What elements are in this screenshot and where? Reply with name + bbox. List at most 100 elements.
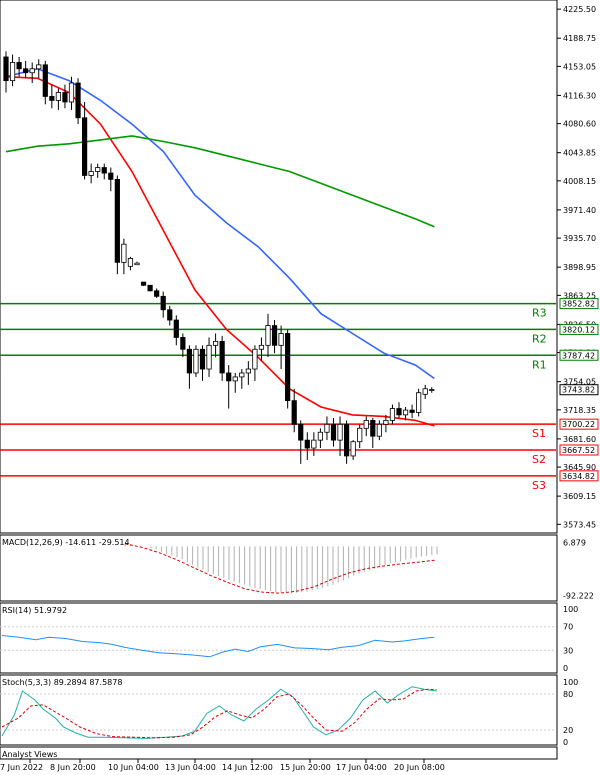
candle-bull bbox=[239, 372, 245, 378]
pivot-value-label: 3634.82 bbox=[562, 472, 595, 481]
candle-bear bbox=[114, 179, 120, 263]
price-tick-label: 4043.85 bbox=[563, 149, 596, 158]
stoch-panel bbox=[0, 674, 558, 746]
price-tick-label: 3863.25 bbox=[563, 291, 596, 300]
candle-bull bbox=[337, 423, 343, 441]
macd-panel bbox=[0, 534, 558, 602]
candle-bull bbox=[232, 376, 238, 382]
candle-bear bbox=[219, 340, 225, 374]
pivot-value-label: 3820.12 bbox=[562, 325, 595, 334]
candle-bear bbox=[199, 348, 206, 370]
price-tick-label: 4153.05 bbox=[563, 62, 596, 71]
price-tick-label: 3609.15 bbox=[563, 492, 596, 501]
price-tick-label: 4008.15 bbox=[563, 177, 596, 186]
candle-bull bbox=[363, 419, 369, 429]
candle-bull bbox=[265, 325, 271, 346]
price-tick-label: 4080.60 bbox=[563, 120, 596, 129]
price-tick-label: 3718.35 bbox=[563, 406, 596, 415]
candle-bear bbox=[3, 56, 9, 82]
rsi-tick-label: 70 bbox=[563, 623, 573, 632]
candle-bear bbox=[16, 62, 22, 70]
candle-bear bbox=[160, 295, 166, 311]
candle-bear bbox=[291, 400, 297, 425]
price-tick-label: 3971.40 bbox=[563, 206, 596, 215]
macd-tick-label: 6.879 bbox=[563, 539, 586, 548]
pivot-value-badge bbox=[559, 470, 599, 482]
price-tick-label: 4116.30 bbox=[563, 91, 596, 100]
footer-panel bbox=[0, 746, 558, 760]
candle-bear bbox=[140, 281, 147, 286]
rsi-tick-label: 0 bbox=[563, 664, 568, 673]
pivot-value-badge bbox=[559, 418, 599, 430]
time-tick-label: 17 Jun 04:00 bbox=[336, 763, 387, 772]
candle-bear bbox=[285, 333, 291, 402]
pivot-name-r2: R2 bbox=[532, 332, 547, 345]
pivot-value-label: 3787.42 bbox=[562, 351, 595, 360]
price-tick-label: 3681.60 bbox=[563, 435, 596, 444]
moving-average-line bbox=[5, 67, 435, 380]
candle-bull bbox=[121, 243, 127, 263]
candle-bear bbox=[23, 68, 29, 74]
candle-bear bbox=[173, 319, 179, 338]
candle-bull bbox=[422, 388, 428, 395]
macd-label: MACD(12,26,9) -14.611 -29.514 bbox=[2, 538, 130, 547]
pivot-name-s2: S2 bbox=[532, 453, 546, 466]
price-tick-label: 3898.95 bbox=[563, 263, 596, 272]
pivot-name-s3: S3 bbox=[532, 479, 546, 492]
pivot-name-s1: S1 bbox=[532, 427, 546, 440]
candle-bull bbox=[324, 423, 330, 433]
candle-bear bbox=[226, 372, 232, 382]
candle-bear bbox=[180, 337, 186, 350]
candle-bear bbox=[343, 423, 350, 457]
price-tick-label: 3645.90 bbox=[563, 463, 596, 472]
candle-bull bbox=[376, 423, 382, 437]
candle-bear bbox=[49, 96, 55, 101]
candle-bull bbox=[29, 68, 35, 74]
candle-bull bbox=[258, 344, 265, 350]
price-panel bbox=[0, 0, 558, 534]
candle-bull bbox=[193, 348, 199, 374]
candle-bear bbox=[108, 172, 114, 180]
candle-bear bbox=[396, 408, 402, 416]
footer-label: Analyst Views bbox=[2, 750, 57, 759]
time-tick-label: 20 Jun 08:00 bbox=[394, 763, 445, 772]
candle-bull bbox=[429, 389, 435, 391]
price-tick-label: 3754.05 bbox=[563, 378, 596, 387]
candle-bear bbox=[101, 167, 107, 174]
candle-bull bbox=[95, 167, 101, 172]
stoch-tick-label: 20 bbox=[563, 726, 573, 735]
stoch-d-line bbox=[1, 688, 437, 739]
candle-bull bbox=[389, 408, 396, 421]
candle-bear bbox=[370, 419, 376, 437]
pivot-value-badge bbox=[559, 298, 599, 310]
time-tick-label: 13 Jun 04:00 bbox=[165, 763, 216, 772]
candle-bull bbox=[402, 409, 409, 416]
candle-bull bbox=[245, 368, 251, 374]
pivot-value-label: 3667.52 bbox=[562, 446, 595, 455]
time-tick-label: 10 Jun 04:00 bbox=[108, 763, 159, 772]
stoch-k-line bbox=[1, 686, 437, 739]
candle-bear bbox=[82, 117, 88, 176]
price-tick-label: 3573.45 bbox=[563, 520, 596, 529]
pivot-value-label: 3852.82 bbox=[562, 300, 595, 309]
pivot-value-badge bbox=[559, 323, 599, 335]
candle-bear bbox=[186, 348, 192, 374]
rsi-tick-label: 100 bbox=[563, 605, 578, 614]
macd-tick-label: -92.222 bbox=[563, 591, 594, 600]
pivot-value-label: 3700.22 bbox=[562, 420, 595, 429]
candle-bull bbox=[134, 262, 140, 266]
pivot-value-badge bbox=[559, 444, 599, 456]
candle-bull bbox=[311, 439, 317, 449]
stoch-tick-label: 80 bbox=[563, 690, 573, 699]
candle-bull bbox=[212, 340, 219, 346]
moving-average-line bbox=[5, 75, 435, 427]
candle-bull bbox=[357, 427, 363, 443]
candle-bear bbox=[154, 290, 160, 297]
candle-bear bbox=[147, 284, 153, 292]
price-tick-label: 3935.70 bbox=[563, 234, 596, 243]
time-tick-label: 15 Jun 20:00 bbox=[280, 763, 331, 772]
moving-average-line bbox=[5, 135, 435, 228]
candle-bull bbox=[350, 441, 356, 457]
